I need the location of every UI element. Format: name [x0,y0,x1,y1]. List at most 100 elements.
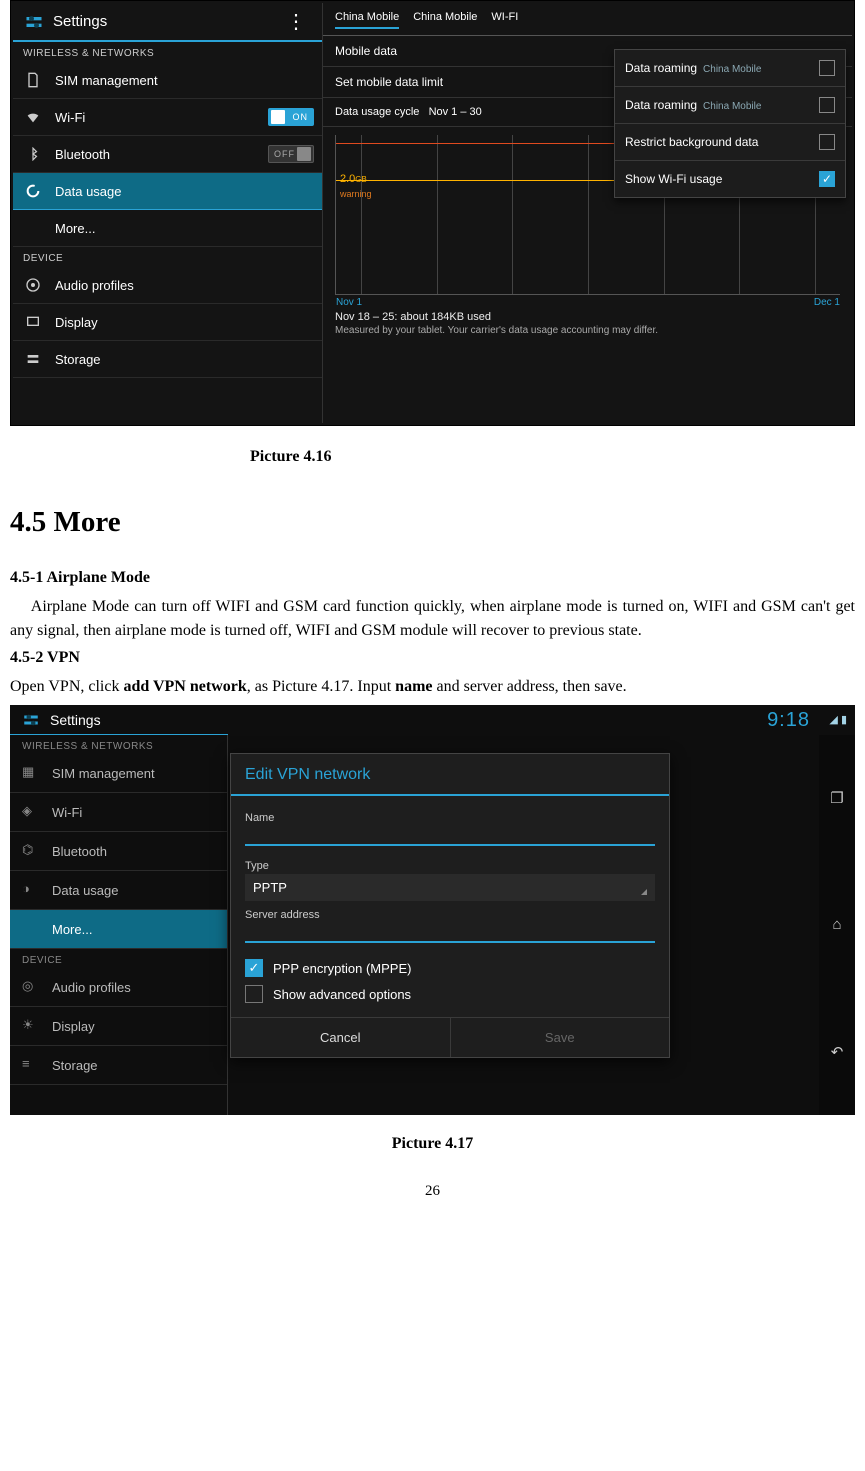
server-input[interactable] [245,923,655,943]
settings-icon [20,709,42,731]
sim-icon [23,70,43,90]
display-icon: ☀ [22,1017,40,1035]
sidebar-item-label: SIM management [55,73,158,88]
tab-wifi[interactable]: WI-FI [491,11,518,29]
display-icon [23,312,43,332]
sidebar-item-sim[interactable]: SIM management [13,62,322,99]
storage-icon [23,349,43,369]
roaming-1-checkbox[interactable] [819,60,835,76]
app-header-2: Settings [10,705,228,735]
server-label: Server address [245,909,655,921]
sidebar-item-sim[interactable]: ▦SIM management [10,754,227,793]
wifi-toggle[interactable]: ON [268,108,314,126]
more-icon [22,920,40,938]
nav-back-icon[interactable]: ↶ [823,1038,851,1066]
sidebar-item-label: Bluetooth [55,147,110,162]
menu-item-wifi-usage[interactable]: Show Wi-Fi usage ✓ [615,161,845,197]
menu-sublabel: China Mobile [703,64,761,75]
sidebar-item-label: Wi-Fi [55,110,85,125]
bluetooth-icon: ⌬ [22,842,40,860]
sidebar-item-wifi[interactable]: Wi-Fi ON [13,99,322,136]
data-usage-icon: ◑ [22,881,40,899]
menu-item-roaming-2[interactable]: Data roamingChina Mobile [615,87,845,124]
name-input[interactable] [245,826,655,846]
app-header: Settings ⋮ [13,3,322,42]
advanced-row[interactable]: Show advanced options [245,985,655,1003]
nav-home-icon[interactable]: ⌂ [823,911,851,939]
menu-item-restrict-bg[interactable]: Restrict background data [615,124,845,161]
sidebar-item-more[interactable]: More... [10,910,227,949]
sim-tabs: China Mobile China Mobile WI-FI [323,3,852,36]
sidebar-item-more[interactable]: More... [13,210,322,247]
menu-label: Data roaming [625,98,697,112]
sidebar-item-label: Wi-Fi [52,805,82,820]
menu-label: Data roaming [625,61,697,75]
sidebar-item-label: Data usage [52,883,119,898]
text-bold: add VPN network [123,678,246,695]
sidebar-item-label: Audio profiles [52,980,131,995]
audio-icon [23,275,43,295]
wifi-icon [23,107,43,127]
sidebar-item-wifi[interactable]: ◈Wi-Fi [10,793,227,832]
usage-disclaimer: Measured by your tablet. Your carrier's … [323,325,852,346]
sidebar-item-bluetooth[interactable]: Bluetooth OFF [13,136,322,173]
sidebar-item-storage[interactable]: Storage [13,341,322,378]
subsection-4-5-2: 4.5-2 VPN [10,649,855,667]
sidebar-item-label: Storage [52,1058,98,1073]
bluetooth-icon [23,144,43,164]
sidebar-item-label: Storage [55,352,101,367]
roaming-2-checkbox[interactable] [819,97,835,113]
type-select[interactable]: PPTP [245,874,655,901]
bluetooth-toggle[interactable]: OFF [268,145,314,163]
section-device-label: DEVICE [10,949,227,968]
advanced-label: Show advanced options [273,987,411,1002]
caption-4-16: Picture 4.16 [250,448,855,466]
sidebar-item-audio[interactable]: ◎ Audio profiles [10,968,227,1007]
sidebar-item-data-usage[interactable]: ◑ Data usage [10,871,227,910]
dialog-body: Name Type PPTP Server address ✓ PPP encr… [231,796,669,1017]
nav-recent-icon[interactable]: ❐ [823,784,851,812]
dialog-buttons: Cancel Save [231,1017,669,1057]
sidebar-item-storage[interactable]: ≡Storage [10,1046,227,1085]
text: , as Picture 4.17. Input [247,678,395,695]
cycle-value: Nov 1 – 30 [429,106,482,118]
ppp-label: PPP encryption (MPPE) [273,961,411,976]
ppp-row[interactable]: ✓ PPP encryption (MPPE) [245,959,655,977]
sidebar-item-bluetooth[interactable]: ⌬ Bluetooth [10,832,227,871]
subsection-4-5-1: 4.5-1 Airplane Mode [10,569,855,587]
sidebar-item-display[interactable]: Display [13,304,322,341]
section-wireless-label: WIRELESS & NETWORKS [10,735,227,754]
usage-summary: Nov 18 – 25: about 184KB used [323,303,852,325]
tab-sim1[interactable]: China Mobile [335,11,399,29]
caption-4-17: Picture 4.17 [10,1135,855,1153]
name-label: Name [245,812,655,824]
paragraph-airplane-mode: Airplane Mode can turn off WIFI and GSM … [10,595,855,643]
save-button[interactable]: Save [451,1018,670,1057]
app-title: Settings [53,13,107,30]
ppp-checkbox[interactable]: ✓ [245,959,263,977]
system-navbar: ❐ ⌂ ↶ [819,735,855,1115]
wifi-usage-checkbox[interactable]: ✓ [819,171,835,187]
restrict-bg-checkbox[interactable] [819,134,835,150]
menu-item-roaming-1[interactable]: Data roaming China Mobile [615,50,845,87]
sidebar-item-label: Bluetooth [52,844,107,859]
cancel-button[interactable]: Cancel [231,1018,451,1057]
sidebar-item-audio[interactable]: Audio profiles [13,267,322,304]
audio-icon: ◎ [22,978,40,996]
text: Open VPN, click [10,678,123,695]
sidebar-item-label: Audio profiles [55,278,134,293]
sidebar-item-label: Data usage [55,184,122,199]
sidebar-item-display[interactable]: ☀Display [10,1007,227,1046]
section-heading-4-5: 4.5 More [10,506,855,539]
menu-label: Restrict background data [625,135,758,149]
overflow-menu: Data roamingChina Mobile Data roamingChi… [614,49,846,198]
status-clock: 9:18 [767,709,810,732]
section-device-label: DEVICE [13,247,322,267]
sidebar-item-data-usage[interactable]: Data usage [13,173,322,210]
overflow-icon[interactable]: ⋮ [286,9,312,34]
tab-sim2[interactable]: China Mobile [413,11,477,29]
advanced-checkbox[interactable] [245,985,263,1003]
sidebar-item-label: More... [55,221,95,236]
text-bold: name [395,678,432,695]
settings-sidebar-2: WIRELESS & NETWORKS ▦SIM management ◈Wi-… [10,735,228,1115]
